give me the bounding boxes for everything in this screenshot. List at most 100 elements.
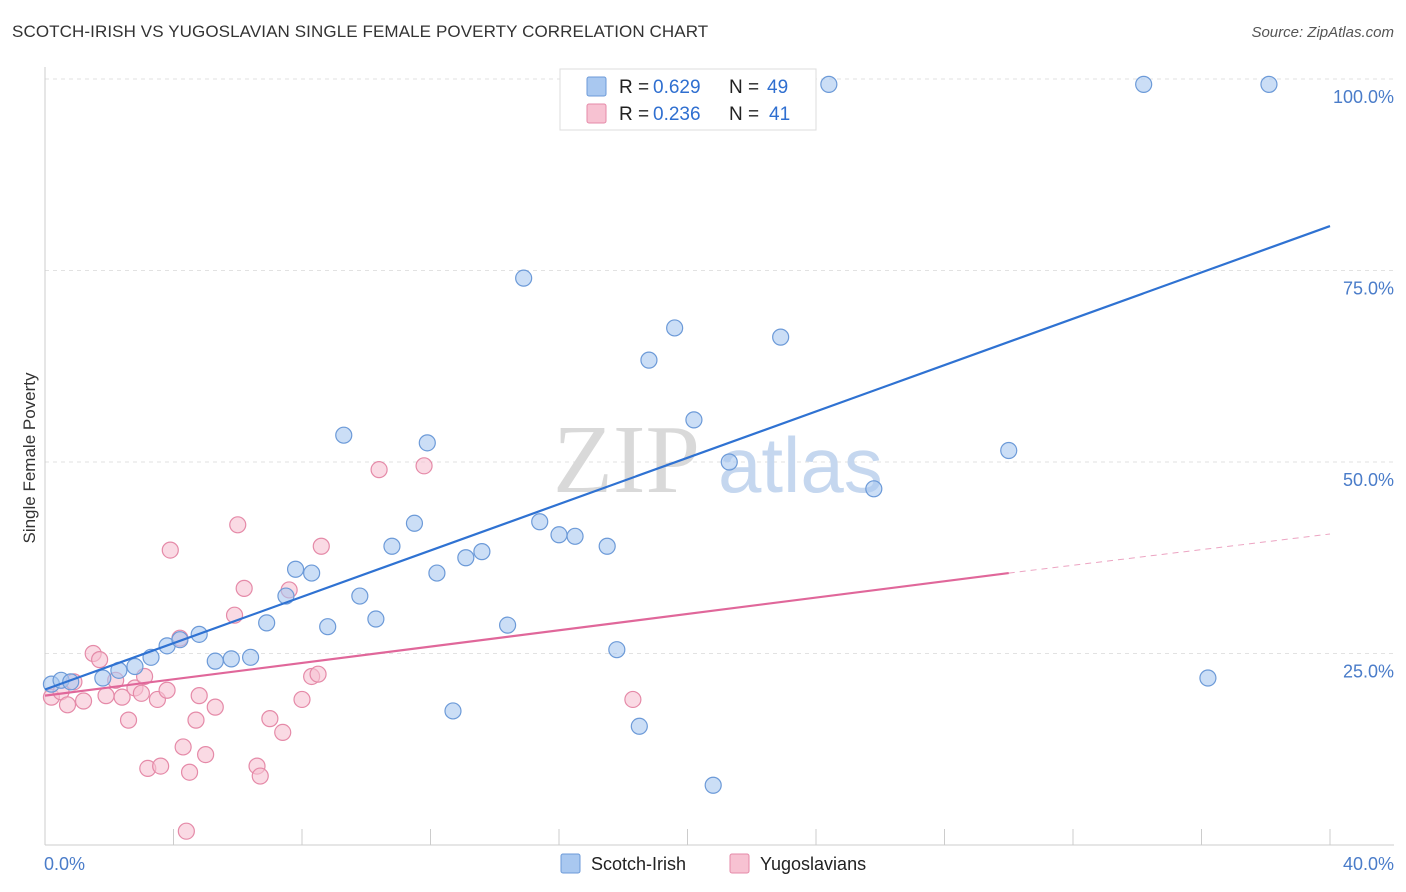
- yugoslavians-trend-line: [44, 571, 1009, 697]
- scotch-irish-point: [335, 426, 353, 444]
- scotch-irish-point: [499, 616, 517, 634]
- scotch-irish-point: [640, 351, 658, 369]
- yugoslavians-point: [235, 579, 253, 597]
- legend-swatch-scotch-irish: [586, 76, 607, 97]
- bottom-legend: Scotch-Irish Yugoslavians: [560, 853, 866, 874]
- yugoslavians-point: [91, 651, 109, 669]
- yugoslavians-point: [74, 692, 93, 710]
- scotch-irish-point: [865, 480, 883, 498]
- yugoslavians-point: [161, 541, 179, 559]
- watermark-zip: ZIP: [553, 406, 700, 514]
- yugoslavians-trend-extension: [1008, 533, 1331, 574]
- x-tick-label: 40.0%: [1343, 854, 1394, 874]
- scotch-irish-point: [383, 537, 401, 555]
- scotch-irish-point: [242, 648, 260, 666]
- legend-n-value-2: 41: [769, 104, 790, 125]
- gridlines: [45, 78, 1394, 654]
- scotch-irish-trend-line: [44, 225, 1331, 691]
- legend-r-value-1: 0.629: [653, 77, 701, 98]
- legend-r-label-2: R =: [619, 104, 649, 125]
- scotch-irish-point: [405, 514, 424, 532]
- scotch-irish-point: [286, 560, 305, 578]
- scotch-irish-point: [258, 614, 276, 632]
- scotch-irish-point: [126, 657, 144, 676]
- scotch-irish-point: [418, 434, 436, 452]
- scotch-irish-point: [457, 549, 475, 567]
- yugoslavians-point: [174, 738, 192, 756]
- scotch-irish-point: [1199, 669, 1217, 687]
- scotch-irish-point: [1260, 75, 1278, 93]
- y-tick-label: 50.0%: [1343, 470, 1394, 490]
- scotch-irish-point: [1000, 441, 1018, 460]
- scotch-irish-point: [820, 75, 838, 93]
- yugoslavians-point: [187, 711, 205, 729]
- trend-lines: [44, 225, 1331, 697]
- watermark: ZIP atlas: [553, 406, 883, 514]
- scotch-irish-point: [1135, 75, 1153, 93]
- yugoslavians-point: [206, 698, 224, 716]
- yugoslavians-point: [312, 537, 330, 555]
- series-yugoslavians: [42, 457, 642, 840]
- scotch-irish-point: [515, 269, 533, 287]
- source-label: Source: ZipAtlas.com: [1251, 24, 1394, 41]
- yugoslavians-point: [113, 688, 131, 706]
- axes: [44, 67, 1394, 846]
- yugoslavians-point: [274, 723, 292, 741]
- yugoslavians-point: [261, 710, 279, 728]
- watermark-atlas: atlas: [718, 421, 883, 509]
- x-tick-label: 0.0%: [44, 854, 85, 874]
- yugoslavians-point: [190, 687, 208, 705]
- scotch-irish-point: [666, 319, 684, 337]
- scotch-irish-point: [351, 587, 369, 605]
- scotch-irish-point: [566, 527, 584, 545]
- legend-n-label-2: N =: [729, 104, 759, 125]
- y-tick-label: 100.0%: [1333, 87, 1394, 107]
- y-axis-title: Single Female Poverty: [20, 372, 39, 544]
- yugoslavians-point: [180, 763, 199, 781]
- yugoslavians-point: [177, 822, 195, 840]
- scotch-irish-point: [206, 652, 224, 670]
- scotch-irish-point: [367, 610, 385, 628]
- x-tick-labels: 0.0% 40.0%: [44, 854, 1394, 874]
- scotch-irish-point: [772, 328, 790, 346]
- yugoslavians-point: [152, 757, 170, 775]
- scotch-irish-point: [720, 453, 738, 471]
- y-tick-labels: 25.0% 50.0% 75.0% 100.0%: [1333, 87, 1394, 682]
- yugoslavians-point: [251, 767, 269, 785]
- y-tick-label: 75.0%: [1343, 279, 1394, 299]
- yugoslavians-point: [309, 665, 327, 683]
- scotch-irish-point: [222, 650, 240, 668]
- yugoslavians-point: [97, 687, 115, 705]
- scotch-irish-point: [685, 411, 703, 429]
- yugoslavians-point: [197, 746, 215, 764]
- scotch-irish-point: [94, 669, 112, 687]
- yugoslavians-point: [158, 681, 176, 699]
- chart-title: SCOTCH-IRISH VS YUGOSLAVIAN SINGLE FEMAL…: [12, 22, 709, 41]
- scotch-irish-point: [531, 513, 549, 531]
- legend-r-label-1: R =: [619, 77, 649, 98]
- legend-n-label-1: N =: [729, 77, 759, 98]
- bottom-legend-swatch-scotch-irish: [560, 853, 581, 874]
- scotch-irish-point: [608, 641, 626, 659]
- series-scotch-irish: [42, 75, 1278, 794]
- scotch-irish-point: [473, 543, 491, 561]
- scotch-irish-point: [704, 776, 722, 794]
- yugoslavians-point: [624, 690, 642, 709]
- yugoslavians-point: [415, 457, 433, 475]
- legend: R = 0.629 N = 49 R = 0.236 N = 41: [559, 68, 817, 131]
- scotch-irish-point: [550, 526, 568, 544]
- y-tick-label: 25.0%: [1343, 662, 1394, 682]
- yugoslavians-point: [132, 684, 150, 702]
- legend-n-value-1: 49: [767, 77, 788, 98]
- bottom-legend-swatch-yugoslavians: [729, 853, 750, 874]
- yugoslavians-point: [293, 690, 311, 709]
- legend-r-value-2: 0.236: [653, 104, 701, 125]
- bottom-legend-label-scotch-irish: Scotch-Irish: [591, 854, 686, 874]
- yugoslavians-point: [58, 696, 77, 714]
- scotch-irish-point: [598, 537, 616, 555]
- scotch-irish-point: [630, 717, 648, 735]
- scotch-irish-point: [303, 564, 321, 582]
- scotch-irish-point: [444, 702, 462, 720]
- yugoslavians-point: [229, 516, 247, 534]
